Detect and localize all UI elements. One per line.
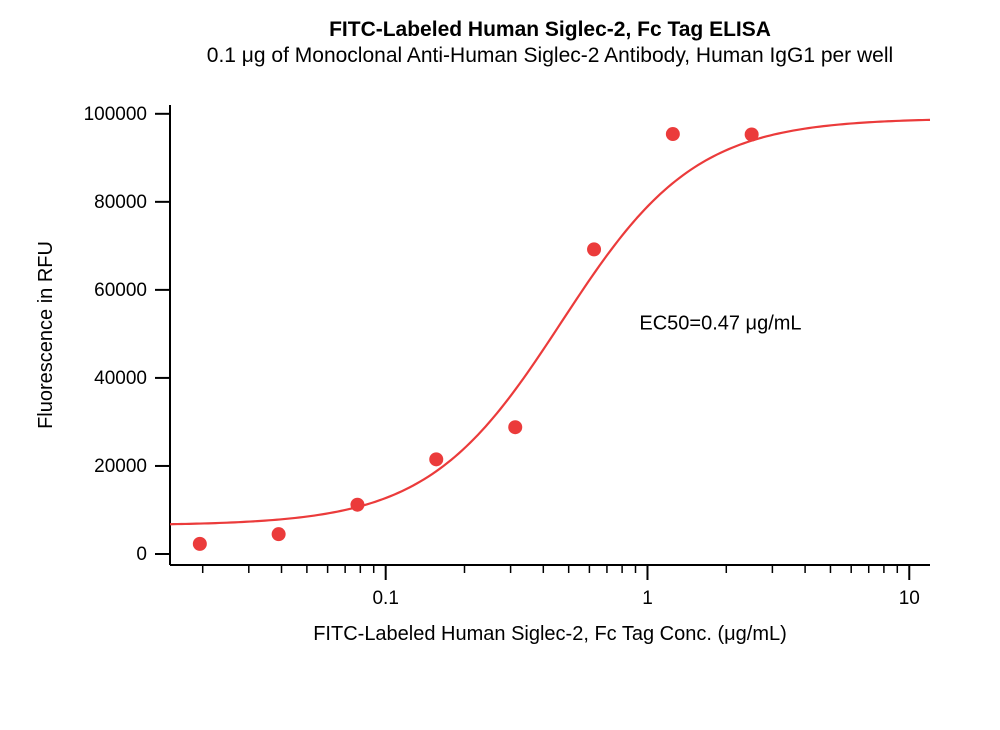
y-tick-label: 80000 (94, 192, 147, 213)
x-axis-label: FITC-Labeled Human Siglec-2, Fc Tag Conc… (313, 623, 787, 645)
data-point (587, 242, 601, 256)
y-tick-label: 0 (136, 544, 147, 565)
data-point (429, 452, 443, 466)
data-point (745, 127, 759, 141)
x-tick-label: 10 (899, 588, 920, 609)
y-axis-label: Fluorescence in RFU (35, 241, 57, 429)
data-point (193, 537, 207, 551)
chart-container: FITC-Labeled Human Siglec-2, Fc Tag ELIS… (0, 0, 1000, 730)
fit-curve (170, 120, 930, 524)
y-tick-label: 20000 (94, 456, 147, 477)
x-tick-label: 1 (642, 588, 653, 609)
y-tick-label: 100000 (84, 104, 147, 125)
data-point (350, 498, 364, 512)
data-point (508, 420, 522, 434)
chart-title-line2: 0.1 μg of Monoclonal Anti-Human Siglec-2… (207, 44, 893, 67)
elisa-chart: FITC-Labeled Human Siglec-2, Fc Tag ELIS… (0, 0, 1000, 730)
chart-title-line1: FITC-Labeled Human Siglec-2, Fc Tag ELIS… (329, 18, 771, 41)
y-tick-label: 40000 (94, 368, 147, 389)
data-point (272, 527, 286, 541)
ec50-annotation: EC50=0.47 μg/mL (639, 312, 801, 334)
x-tick-label: 0.1 (372, 588, 398, 609)
y-tick-label: 60000 (94, 280, 147, 301)
data-point (666, 127, 680, 141)
